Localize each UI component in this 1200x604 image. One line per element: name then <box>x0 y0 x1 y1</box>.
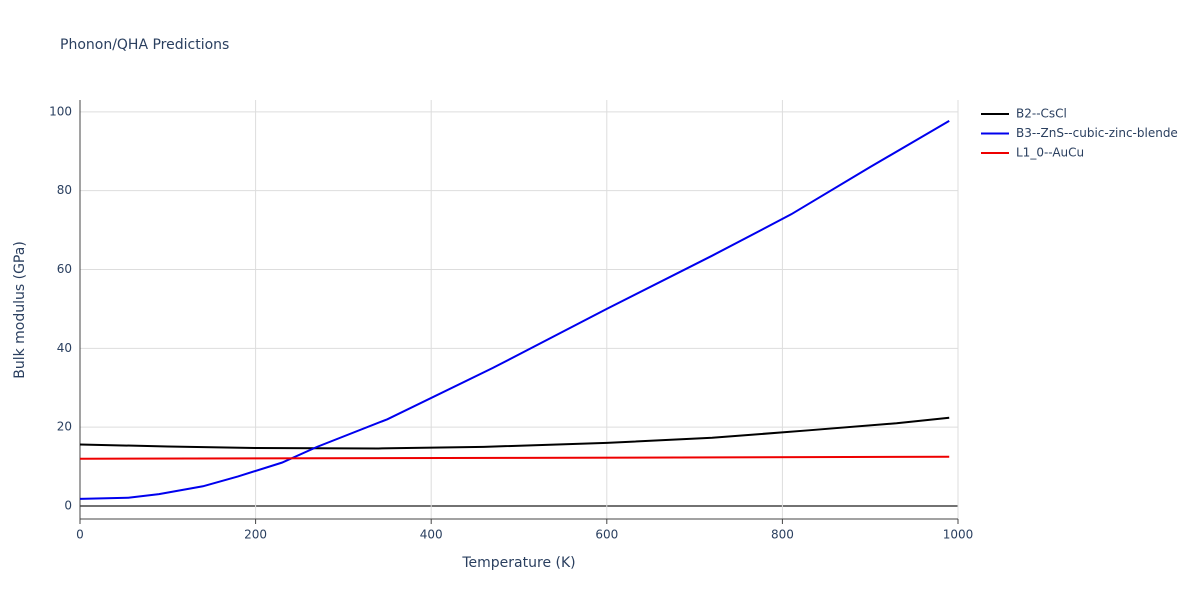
x-tick-label: 400 <box>420 528 443 542</box>
x-axis-title: Temperature (K) <box>461 555 575 571</box>
legend-label: B3--ZnS--cubic-zinc-blende <box>1016 126 1178 140</box>
x-tick-label: 0 <box>76 528 84 542</box>
series-line <box>79 416 950 450</box>
x-tick-label: 800 <box>771 528 794 542</box>
y-tick-label: 20 <box>57 420 72 434</box>
legend-label: B2--CsCl <box>1016 107 1067 121</box>
legend-label: L1_0--AuCu <box>1016 146 1084 160</box>
series-line <box>79 455 950 460</box>
x-tick-label: 200 <box>244 528 267 542</box>
y-tick-label: 100 <box>49 104 72 118</box>
chart-title: Phonon/QHA Predictions <box>60 37 229 53</box>
y-axis-title: Bulk modulus (GPa) <box>12 241 28 379</box>
y-tick-label: 80 <box>57 183 72 197</box>
y-tick-label: 40 <box>57 341 72 355</box>
y-tick-label: 0 <box>64 498 72 512</box>
x-tick-label: 600 <box>595 528 618 542</box>
series-line <box>79 120 950 500</box>
y-tick-label: 60 <box>57 262 72 276</box>
x-tick-label: 1000 <box>943 528 974 542</box>
